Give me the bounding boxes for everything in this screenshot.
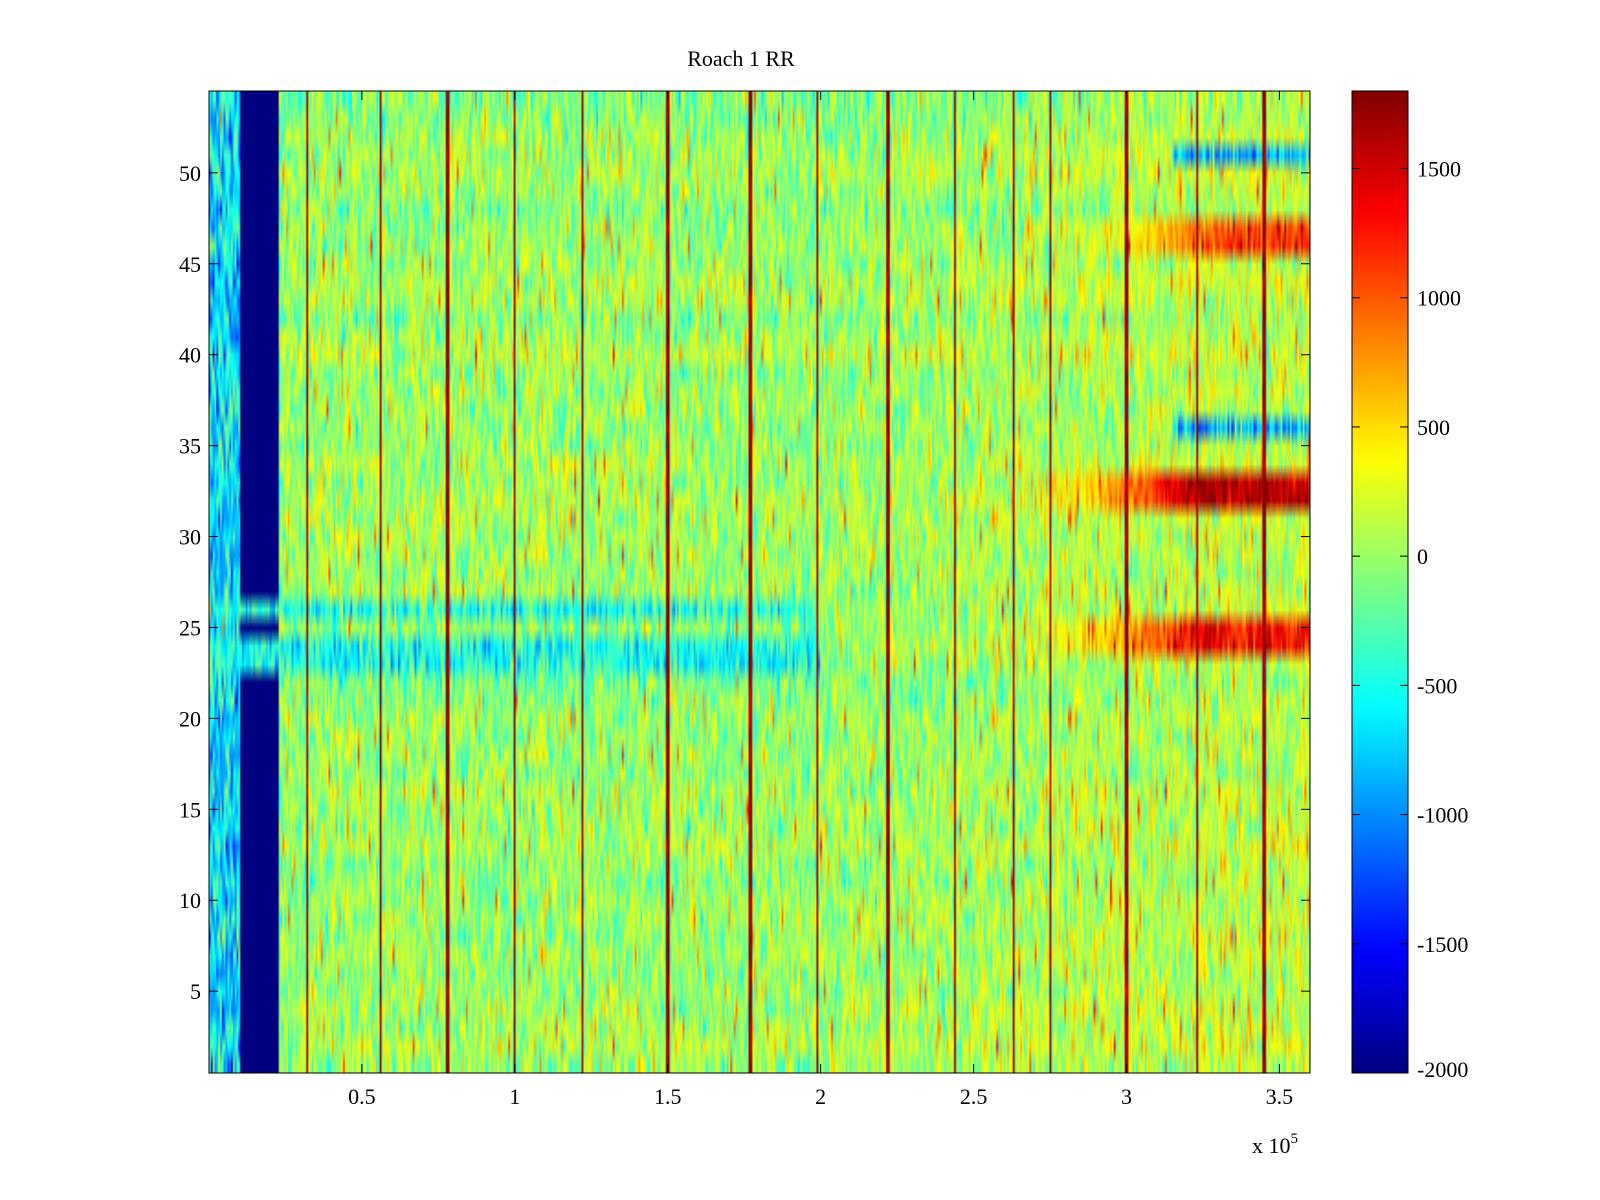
y-tick-label: 10 (179, 888, 201, 913)
colorbar-tick-label: 1500 (1417, 157, 1461, 182)
y-tick-label: 25 (179, 615, 201, 640)
colorbar-frame (1351, 90, 1409, 1074)
colorbar-tick-label: -500 (1417, 673, 1457, 698)
y-tick-label: 35 (179, 434, 201, 459)
y-tick-label: 40 (179, 343, 201, 368)
colorbar-gradient (1352, 91, 1408, 1073)
y-tick-label: 20 (179, 706, 201, 731)
y-tick-label: 5 (190, 979, 201, 1004)
x-tick-label: 3 (1121, 1084, 1132, 1109)
x-axis: 0.5 1 1.5 2 2.5 3 3.5 (348, 91, 1293, 1109)
colorbar-tick-label: -2000 (1417, 1057, 1468, 1082)
colorbar-ticks: -2000 -1500 -1000 -500 0 500 1000 1500 (1352, 157, 1468, 1082)
x-tick-label: 1.5 (654, 1084, 682, 1109)
x-multiplier-base: x 10 (1252, 1133, 1291, 1158)
colorbar-tick-label: -1500 (1417, 932, 1468, 957)
heatmap-image (209, 91, 1310, 1073)
y-tick-label: 45 (179, 252, 201, 277)
colorbar-tick-label: 500 (1417, 415, 1450, 440)
plot-frame (208, 90, 1311, 1074)
x-multiplier-label: x 105 (1252, 1131, 1298, 1158)
x-tick-label: 0.5 (348, 1084, 376, 1109)
x-multiplier-exponent: 5 (1291, 1131, 1299, 1147)
chart-title: Roach 1 RR (687, 46, 795, 71)
x-tick-label: 2 (815, 1084, 826, 1109)
x-tick-label: 3.5 (1266, 1084, 1294, 1109)
colorbar: -2000 -1500 -1000 -500 0 500 1000 1500 (1351, 90, 1468, 1082)
x-tick-label: 1 (509, 1084, 520, 1109)
colorbar-tick-label: 0 (1417, 544, 1428, 569)
y-tick-label: 50 (179, 161, 201, 186)
x-tick-label: 2.5 (960, 1084, 988, 1109)
heatmap-plot-area (208, 90, 1311, 1074)
colorbar-tick-label: 1000 (1417, 286, 1461, 311)
y-tick-label: 15 (179, 797, 201, 822)
y-axis: 5 10 15 20 25 30 35 40 45 50 (179, 161, 1310, 1004)
y-tick-label: 30 (179, 525, 201, 550)
colorbar-tick-label: -1000 (1417, 803, 1468, 828)
